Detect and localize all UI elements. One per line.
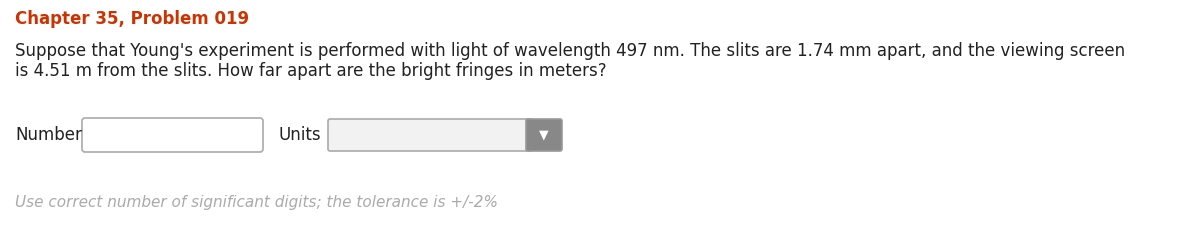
Text: is 4.51 m from the slits. How far apart are the bright fringes in meters?: is 4.51 m from the slits. How far apart … <box>14 62 607 80</box>
Text: Units: Units <box>278 126 320 144</box>
FancyBboxPatch shape <box>526 119 562 151</box>
Text: ▼: ▼ <box>539 129 548 141</box>
FancyBboxPatch shape <box>328 119 532 151</box>
Text: Use correct number of significant digits; the tolerance is +/-2%: Use correct number of significant digits… <box>14 195 498 210</box>
FancyBboxPatch shape <box>82 118 263 152</box>
Text: Chapter 35, Problem 019: Chapter 35, Problem 019 <box>14 10 250 28</box>
Text: Suppose that Young's experiment is performed with light of wavelength 497 nm. Th: Suppose that Young's experiment is perfo… <box>14 42 1126 60</box>
Text: Number: Number <box>14 126 82 144</box>
